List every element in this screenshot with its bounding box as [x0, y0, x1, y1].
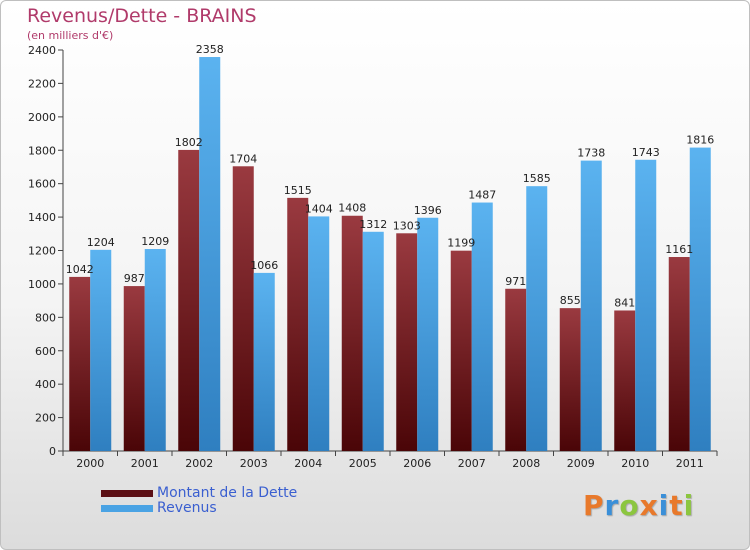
y-tick-label: 400	[35, 378, 56, 391]
data-label-dette: 1042	[66, 263, 94, 276]
data-label-revenus: 1404	[305, 202, 333, 215]
data-label-revenus: 1312	[359, 218, 387, 231]
bar-dette	[505, 288, 527, 451]
data-label-dette: 1161	[665, 243, 693, 256]
data-label-revenus: 1066	[250, 259, 278, 272]
data-label-dette: 1704	[229, 152, 257, 165]
bar-revenus	[253, 272, 275, 451]
legend-label-dette: Montant de la Dette	[157, 485, 298, 501]
bar-revenus	[417, 217, 439, 451]
bar-revenus	[144, 248, 166, 451]
x-tick-label: 2009	[567, 457, 595, 470]
bar-revenus	[689, 147, 711, 451]
data-label-dette: 1199	[447, 237, 475, 250]
legend-label-revenus: Revenus	[157, 500, 217, 516]
logo-letter: t	[669, 489, 684, 522]
bar-revenus	[635, 159, 657, 451]
y-tick-label: 1400	[28, 211, 56, 224]
chart-title: Revenus/Dette - BRAINS	[27, 5, 257, 27]
y-tick-label: 1000	[28, 278, 56, 291]
bar-dette	[559, 308, 581, 451]
data-label-revenus: 2358	[196, 43, 224, 56]
bar-dette	[287, 197, 309, 451]
x-tick-label: 2005	[349, 457, 377, 470]
data-label-revenus: 1396	[414, 204, 442, 217]
y-tick-label: 800	[35, 311, 56, 324]
y-tick-label: 1200	[28, 245, 56, 258]
x-tick-label: 2007	[458, 457, 486, 470]
data-label-dette: 841	[614, 296, 635, 309]
logo-letter: o	[619, 489, 640, 522]
x-tick-label: 2002	[185, 457, 213, 470]
bar-dette	[341, 215, 363, 451]
legend-swatch-dette	[101, 490, 153, 497]
data-label-revenus: 1743	[632, 146, 660, 159]
y-tick-label: 2000	[28, 111, 56, 124]
data-label-dette: 1303	[393, 219, 421, 232]
x-tick-label: 2010	[621, 457, 649, 470]
bar-revenus	[308, 216, 330, 451]
bar-dette	[396, 233, 418, 451]
data-label-revenus: 1487	[468, 189, 496, 202]
x-tick-label: 2011	[676, 457, 704, 470]
data-label-revenus: 1209	[141, 235, 169, 248]
x-tick-label: 2004	[294, 457, 322, 470]
bar-revenus	[90, 249, 112, 451]
y-tick-label: 2200	[28, 77, 56, 90]
data-label-revenus: 1738	[577, 147, 605, 160]
chart-subtitle: (en milliers d'€)	[27, 29, 114, 42]
logo-letter: i	[683, 489, 695, 522]
y-tick-label: 2400	[28, 44, 56, 57]
bar-revenus	[362, 231, 384, 451]
y-tick-label: 600	[35, 345, 56, 358]
y-tick-label: 1600	[28, 178, 56, 191]
bar-revenus	[199, 57, 221, 452]
data-label-revenus: 1816	[686, 134, 714, 147]
bar-dette	[123, 286, 145, 451]
logo-letter: i	[658, 489, 670, 522]
data-label-dette: 1515	[284, 184, 312, 197]
proxiti-logo: Proxiti	[583, 489, 694, 522]
bar-revenus	[471, 202, 493, 451]
logo-letter: r	[604, 489, 620, 522]
bar-revenus	[526, 186, 548, 451]
logo-letter: P	[583, 489, 605, 522]
bar-revenus	[580, 160, 602, 451]
x-tick-label: 2008	[512, 457, 540, 470]
y-tick-label: 1800	[28, 144, 56, 157]
bar-dette	[69, 276, 91, 451]
legend-swatch-revenus	[101, 505, 153, 512]
bar-dette	[232, 166, 254, 452]
x-tick-label: 2006	[403, 457, 431, 470]
data-label-dette: 1802	[175, 136, 203, 149]
bar-dette	[668, 257, 690, 451]
data-label-revenus: 1585	[523, 172, 551, 185]
data-label-dette: 855	[560, 294, 581, 307]
bar-dette	[178, 149, 200, 451]
y-tick-label: 200	[35, 412, 56, 425]
data-label-dette: 1408	[338, 202, 366, 215]
logo-letter: x	[639, 489, 659, 522]
data-label-dette: 971	[505, 275, 526, 288]
x-tick-label: 2001	[131, 457, 159, 470]
x-tick-label: 2000	[76, 457, 104, 470]
bar-dette	[614, 310, 636, 451]
bar-dette	[450, 250, 472, 451]
data-label-revenus: 1204	[87, 236, 115, 249]
y-tick-label: 0	[49, 445, 56, 458]
x-tick-label: 2003	[240, 457, 268, 470]
data-label-dette: 987	[124, 272, 145, 285]
